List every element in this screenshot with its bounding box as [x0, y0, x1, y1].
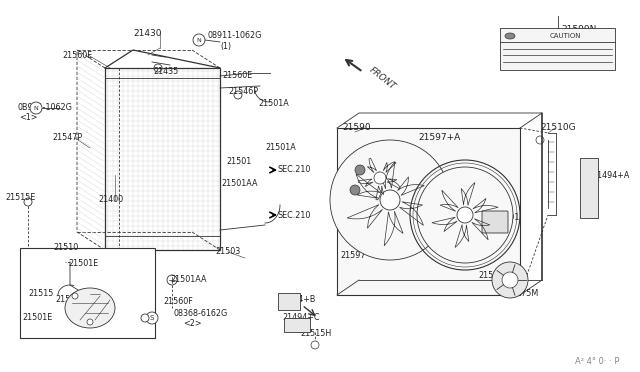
- Text: 21560F: 21560F: [163, 298, 193, 307]
- Text: N: N: [196, 38, 202, 42]
- Text: 21597+A: 21597+A: [418, 134, 460, 142]
- Text: 21510: 21510: [53, 244, 78, 253]
- Text: 21475: 21475: [450, 176, 476, 185]
- Ellipse shape: [505, 33, 515, 39]
- Text: 21591: 21591: [478, 270, 504, 279]
- Text: 21510G: 21510G: [540, 124, 575, 132]
- Polygon shape: [580, 158, 598, 218]
- Text: 21503: 21503: [215, 247, 240, 257]
- Text: S: S: [150, 315, 154, 321]
- Text: 08368-6162G: 08368-6162G: [174, 310, 228, 318]
- Text: 21501E: 21501E: [68, 259, 99, 267]
- Circle shape: [330, 140, 450, 260]
- Circle shape: [154, 64, 162, 72]
- Text: 21501E: 21501E: [22, 314, 52, 323]
- Polygon shape: [20, 248, 155, 338]
- Text: CAUTION: CAUTION: [550, 33, 581, 39]
- Text: <2>: <2>: [183, 320, 202, 328]
- Text: 21515H: 21515H: [300, 328, 332, 337]
- Text: 21430: 21430: [134, 29, 163, 38]
- Circle shape: [355, 165, 365, 175]
- Circle shape: [311, 341, 319, 349]
- Polygon shape: [278, 293, 300, 310]
- Text: 21590: 21590: [342, 124, 371, 132]
- Text: SEC.210: SEC.210: [278, 166, 312, 174]
- Text: 21494+A: 21494+A: [592, 170, 629, 180]
- Text: (1): (1): [220, 42, 231, 51]
- Circle shape: [234, 91, 242, 99]
- Text: 21546P: 21546P: [228, 87, 258, 96]
- Text: 21599N: 21599N: [561, 26, 596, 35]
- Text: 21400: 21400: [98, 196, 123, 205]
- Circle shape: [72, 293, 78, 299]
- Text: 0B911-1062G: 0B911-1062G: [17, 103, 72, 112]
- Polygon shape: [500, 28, 615, 70]
- Text: <1>: <1>: [19, 113, 38, 122]
- Text: FRONT: FRONT: [368, 65, 398, 91]
- Text: 21547P: 21547P: [52, 134, 82, 142]
- Circle shape: [167, 275, 177, 285]
- Text: 21516: 21516: [55, 295, 80, 305]
- Circle shape: [141, 314, 149, 322]
- Text: 21631B: 21631B: [340, 179, 371, 187]
- Circle shape: [193, 34, 205, 46]
- Text: 21501AA: 21501AA: [221, 179, 257, 187]
- Circle shape: [350, 185, 360, 195]
- Circle shape: [24, 198, 32, 206]
- Text: A² 4° 0· · P: A² 4° 0· · P: [575, 357, 620, 366]
- Circle shape: [146, 312, 158, 324]
- Text: 21560E: 21560E: [222, 71, 252, 80]
- Text: 21591: 21591: [494, 214, 520, 222]
- Text: 21501A: 21501A: [258, 99, 289, 108]
- Text: 21475M: 21475M: [506, 289, 538, 298]
- Polygon shape: [337, 128, 520, 295]
- FancyBboxPatch shape: [482, 211, 508, 233]
- Circle shape: [502, 272, 518, 288]
- Text: 21501A: 21501A: [265, 144, 296, 153]
- Text: N: N: [34, 106, 38, 110]
- Text: 21560E: 21560E: [62, 51, 92, 60]
- Text: 21494+C: 21494+C: [282, 314, 319, 323]
- Text: 21435: 21435: [153, 67, 179, 77]
- Text: SEC.210: SEC.210: [278, 211, 312, 219]
- Ellipse shape: [65, 288, 115, 328]
- Text: 08911-1062G: 08911-1062G: [208, 32, 262, 41]
- Text: 21494+B: 21494+B: [278, 295, 316, 305]
- Text: 21631B: 21631B: [340, 166, 371, 174]
- Text: 21597: 21597: [340, 250, 365, 260]
- Text: 21501: 21501: [226, 157, 252, 167]
- Text: 21515: 21515: [28, 289, 53, 298]
- Circle shape: [457, 207, 473, 223]
- Circle shape: [374, 172, 386, 184]
- Text: 21501AA: 21501AA: [170, 276, 207, 285]
- Text: 21515E: 21515E: [5, 193, 35, 202]
- Circle shape: [30, 102, 42, 114]
- Circle shape: [417, 167, 513, 263]
- Circle shape: [492, 262, 528, 298]
- Circle shape: [380, 190, 400, 210]
- Polygon shape: [284, 318, 310, 332]
- Circle shape: [536, 136, 544, 144]
- Circle shape: [87, 319, 93, 325]
